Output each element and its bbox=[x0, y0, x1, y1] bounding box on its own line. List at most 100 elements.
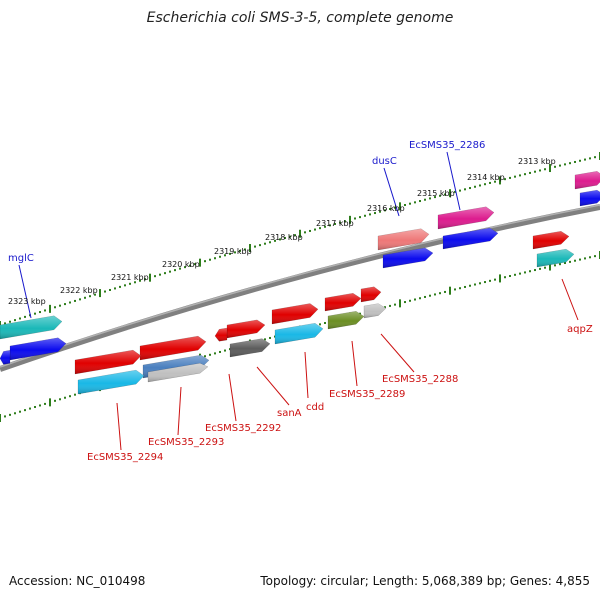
outer-ruler-minor-tick bbox=[229, 252, 231, 255]
outer-ruler-minor-tick bbox=[239, 249, 241, 252]
outer-ruler-minor-tick bbox=[209, 258, 211, 261]
inner-ruler-minor-tick bbox=[214, 352, 216, 355]
inner-ruler-minor-tick bbox=[519, 272, 521, 275]
inner-ruler-minor-tick bbox=[564, 262, 566, 265]
leader-ecsms35-2286 bbox=[446, 151, 461, 211]
outer-ruler-minor-tick bbox=[554, 165, 556, 168]
outer-ruler-minor-tick bbox=[109, 288, 111, 291]
outer-ruler-minor-tick bbox=[24, 315, 26, 318]
inner-ruler-minor-tick bbox=[9, 413, 11, 416]
gene-label-ecsms35-2288[interactable]: EcSMS35_2288 bbox=[382, 374, 458, 385]
outer-ruler-minor-tick bbox=[494, 180, 496, 183]
gene-arrow-aqpz-shade bbox=[533, 231, 569, 249]
ruler-label-2321: 2321 kbp bbox=[111, 273, 149, 282]
outer-ruler-minor-tick bbox=[544, 168, 546, 171]
gene-arrow-blue-2286-shade bbox=[443, 228, 498, 249]
gene-arrow-grey-sana-shade bbox=[230, 338, 270, 357]
gene-arrow-dusc-shade bbox=[378, 228, 429, 250]
outer-ruler-minor-tick bbox=[314, 228, 316, 231]
outer-ruler-minor-tick bbox=[274, 239, 276, 242]
inner-ruler-minor-tick bbox=[4, 415, 6, 418]
ruler-label-2322: 2322 kbp bbox=[60, 286, 98, 295]
inner-ruler-minor-tick bbox=[429, 294, 431, 297]
outer-ruler-minor-tick bbox=[369, 213, 371, 216]
outer-ruler-minor-tick bbox=[224, 254, 226, 257]
gene-arrow-silver-2293-shade bbox=[148, 363, 208, 382]
inner-ruler-minor-tick bbox=[74, 393, 76, 396]
gene-label-ecsms35-2289[interactable]: EcSMS35_2289 bbox=[329, 389, 405, 400]
gene-arrow-olive-2289-shade bbox=[328, 311, 364, 329]
inner-ruler-minor-tick bbox=[204, 355, 206, 358]
outer-ruler-minor-tick bbox=[534, 170, 536, 173]
outer-ruler-minor-tick bbox=[364, 214, 366, 217]
outer-ruler-minor-tick bbox=[334, 222, 336, 225]
outer-ruler-minor-tick bbox=[164, 272, 166, 275]
inner-ruler-minor-tick bbox=[489, 279, 491, 282]
outer-ruler-minor-tick bbox=[309, 229, 311, 232]
inner-ruler-minor-tick bbox=[524, 271, 526, 274]
ruler-label-2320: 2320 kbp bbox=[162, 260, 200, 269]
inner-ruler-minor-tick bbox=[504, 276, 506, 279]
outer-ruler-minor-tick bbox=[304, 231, 306, 234]
outer-ruler-minor-tick bbox=[469, 187, 471, 190]
leader-ecsms35-2294 bbox=[116, 402, 122, 451]
outer-ruler-minor-tick bbox=[204, 260, 206, 263]
ruler-label-2313: 2313 kbp bbox=[518, 157, 556, 166]
outer-ruler-minor-tick bbox=[379, 210, 381, 213]
outer-ruler-minor-tick bbox=[94, 293, 96, 296]
outer-ruler-minor-tick bbox=[579, 159, 581, 162]
inner-ruler-minor-tick bbox=[409, 299, 411, 302]
outer-ruler-minor-tick bbox=[139, 279, 141, 282]
inner-ruler-minor-tick bbox=[454, 288, 456, 291]
genome-backbone-highlight bbox=[0, 204, 600, 368]
outer-ruler-minor-tick bbox=[169, 270, 171, 273]
inner-ruler-minor-tick bbox=[384, 306, 386, 309]
inner-ruler-minor-tick bbox=[589, 256, 591, 259]
outer-ruler-minor-tick bbox=[529, 171, 531, 174]
outer-ruler-minor-tick bbox=[144, 278, 146, 281]
outer-ruler-minor-tick bbox=[474, 185, 476, 188]
gene-label-mglc[interactable]: mglC bbox=[8, 253, 34, 264]
inner-ruler-minor-tick bbox=[544, 266, 546, 269]
inner-ruler-minor-tick bbox=[594, 255, 596, 258]
outer-ruler-minor-tick bbox=[184, 266, 186, 269]
gene-label-cdd[interactable]: cdd bbox=[306, 402, 324, 413]
outer-ruler-minor-tick bbox=[519, 174, 521, 177]
gene-label-ecsms35-2292[interactable]: EcSMS35_2292 bbox=[205, 423, 281, 434]
outer-ruler-minor-tick bbox=[189, 264, 191, 267]
leader-cdd bbox=[304, 351, 309, 399]
gene-label-ecsms35-2293[interactable]: EcSMS35_2293 bbox=[148, 437, 224, 448]
gene-label-ecsms35-2286[interactable]: EcSMS35_2286 bbox=[409, 140, 485, 151]
outer-ruler-minor-tick bbox=[429, 197, 431, 200]
outer-ruler-minor-tick bbox=[344, 220, 346, 223]
outer-ruler-minor-tick bbox=[339, 221, 341, 224]
outer-ruler-minor-tick bbox=[489, 181, 491, 184]
ruler-label-2315: 2315 kbp bbox=[417, 189, 455, 198]
gene-arrow-ecsms35-2293-shade bbox=[140, 336, 206, 360]
gene-label-ecsms35-2294[interactable]: EcSMS35_2294 bbox=[87, 452, 163, 463]
inner-ruler-minor-tick bbox=[209, 353, 211, 356]
inner-ruler-minor-tick bbox=[509, 275, 511, 278]
outer-ruler-minor-tick bbox=[119, 285, 121, 288]
ruler-label-2318: 2318 kbp bbox=[265, 233, 303, 242]
gene-arrow-ecsms35-2292-shade bbox=[215, 328, 227, 342]
leader-ecsms35-2293 bbox=[177, 386, 182, 436]
inner-ruler-minor-tick bbox=[484, 281, 486, 284]
outer-ruler-minor-tick bbox=[294, 234, 296, 237]
gene-label-sana[interactable]: sanA bbox=[277, 408, 302, 419]
inner-ruler-minor-tick bbox=[394, 303, 396, 306]
inner-ruler-minor-tick bbox=[459, 287, 461, 290]
outer-ruler-minor-tick bbox=[324, 225, 326, 228]
outer-ruler-minor-tick bbox=[354, 217, 356, 220]
outer-ruler-minor-tick bbox=[64, 303, 66, 306]
ruler-label-2323: 2323 kbp bbox=[8, 297, 46, 306]
ruler-label-2316: 2316 kbp bbox=[367, 204, 405, 213]
inner-ruler-minor-tick bbox=[69, 395, 71, 398]
gene-label-dusc[interactable]: dusC bbox=[372, 156, 397, 167]
gene-arrow-blue-mglc-shade bbox=[10, 337, 66, 360]
gene-label-aqpz[interactable]: aqpZ bbox=[567, 324, 593, 335]
inner-ruler-minor-tick bbox=[34, 406, 36, 409]
gene-arrow-blue-left-edge-shade bbox=[0, 350, 10, 365]
outer-ruler-minor-tick bbox=[284, 236, 286, 239]
map-title: Escherichia coli SMS-3-5, complete genom… bbox=[146, 10, 454, 26]
